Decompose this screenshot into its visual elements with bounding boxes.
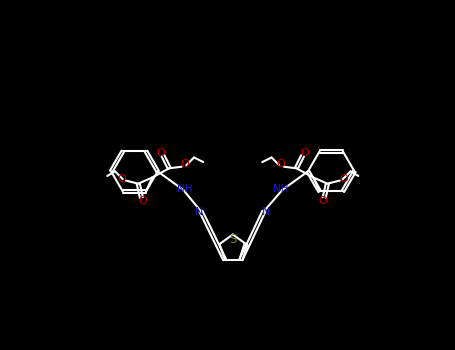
Text: O: O xyxy=(300,148,309,158)
Text: O: O xyxy=(180,159,189,169)
Text: NH: NH xyxy=(273,184,288,194)
Text: NH: NH xyxy=(177,184,192,194)
Text: O: O xyxy=(117,174,126,184)
Text: O: O xyxy=(318,196,327,206)
Text: N: N xyxy=(195,207,203,217)
Text: S: S xyxy=(229,233,237,246)
Text: O: O xyxy=(277,159,285,169)
Text: N: N xyxy=(262,207,270,217)
Text: O: O xyxy=(157,148,165,158)
Text: O: O xyxy=(339,174,348,184)
Text: O: O xyxy=(138,196,147,206)
